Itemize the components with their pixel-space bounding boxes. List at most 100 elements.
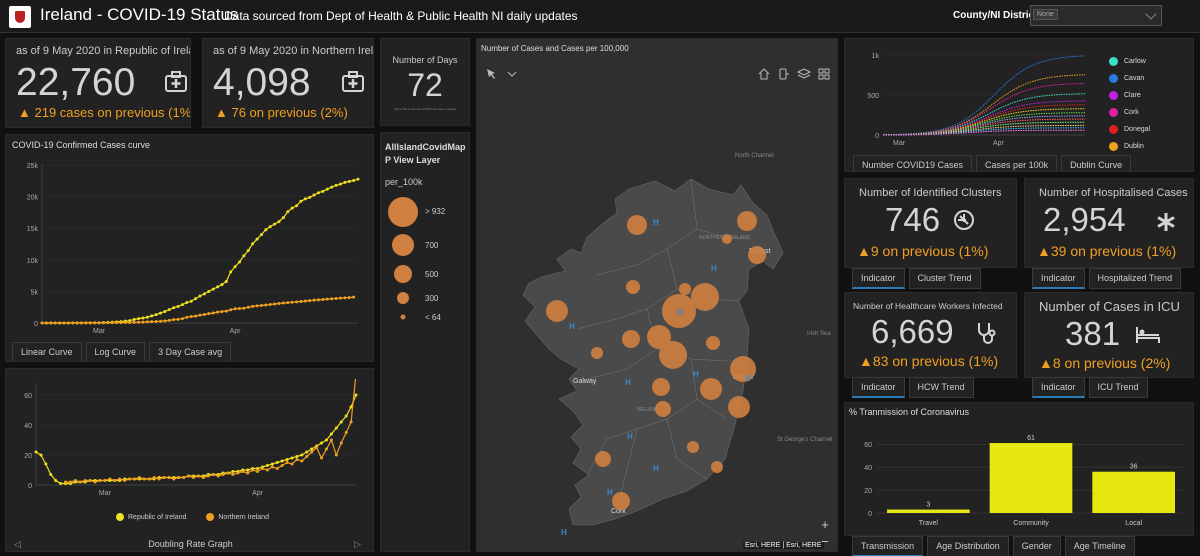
hospitalised-value: 2,954 — [1043, 201, 1126, 238]
data-point — [286, 210, 290, 214]
map-bubble[interactable] — [546, 300, 568, 322]
tab-transmission[interactable]: Transmission — [852, 536, 924, 556]
map-attribution[interactable]: Esri, HERE | Esri, HERE — [743, 542, 824, 549]
map-bubble[interactable] — [612, 492, 630, 510]
data-point — [211, 287, 215, 291]
data-point — [157, 477, 161, 481]
tab-hospitalized-trend[interactable]: Hospitalized Trend — [1088, 268, 1182, 289]
map-bubble[interactable] — [626, 280, 640, 294]
county-legend-item[interactable]: Clare — [1109, 87, 1150, 104]
tab-number-covid19-cases[interactable]: Number COVID19 Cases — [853, 155, 973, 171]
map-bubble[interactable] — [647, 325, 671, 349]
legend-item-ni[interactable]: Northern Ireland — [206, 513, 269, 521]
map-bubble[interactable] — [722, 234, 732, 244]
data-point — [334, 297, 338, 301]
kpi-days-panel: Number of Days 72 Since first confirmed … — [380, 38, 470, 126]
map-bubble[interactable] — [737, 211, 757, 231]
data-point — [324, 438, 328, 442]
county-legend-item[interactable]: Dublin — [1109, 138, 1150, 155]
layers-icon[interactable] — [795, 65, 813, 83]
basemap-gallery-icon[interactable] — [815, 65, 833, 83]
data-point — [132, 320, 136, 324]
tab-gender[interactable]: Gender — [1012, 536, 1061, 556]
map-bubble[interactable] — [659, 341, 687, 369]
map-bubble[interactable] — [728, 396, 750, 418]
data-point — [39, 453, 43, 457]
map-bubble[interactable] — [700, 378, 722, 400]
map-label-north-channel: North Channel — [735, 153, 774, 159]
data-point — [299, 199, 303, 203]
map-bubble[interactable] — [622, 330, 640, 348]
tab-3-day-case-avg[interactable]: 3 Day Case avg — [149, 342, 232, 361]
tab-cluster-trend[interactable]: Cluster Trend — [908, 268, 981, 289]
x-tick-label: Apr — [252, 490, 264, 497]
county-legend-item[interactable]: Cork — [1109, 104, 1150, 121]
tab-indicator[interactable]: Indicator — [1032, 268, 1085, 289]
data-point — [349, 420, 353, 424]
county-legend-dot — [1109, 74, 1118, 83]
icu-delta: ▲8 on previous (2%) — [1039, 355, 1171, 371]
tab-linear-curve[interactable]: Linear Curve — [12, 342, 82, 361]
data-point — [202, 292, 206, 296]
data-point — [68, 480, 72, 484]
map-bubble[interactable] — [595, 451, 611, 467]
map-panel[interactable]: Number of Cases and Cases per 100,000 No… — [476, 38, 838, 552]
data-point — [59, 482, 63, 485]
county-legend-item[interactable]: Cavan — [1109, 70, 1150, 87]
county-select-dropdown[interactable]: None — [1030, 5, 1162, 26]
kpi-roi-caption: as of 9 May 2020 in Republic of Ireland — [16, 45, 191, 57]
data-point — [167, 318, 171, 322]
map-bubble[interactable] — [687, 441, 699, 453]
map-bubble[interactable] — [706, 336, 720, 350]
data-point — [317, 298, 320, 302]
legend-label: < 64 — [425, 313, 441, 322]
medical-bag-icon — [165, 71, 187, 92]
tab-indicator[interactable]: Indicator — [852, 377, 905, 398]
tab-age-timeline[interactable]: Age Timeline — [1064, 536, 1135, 556]
chevron-down-icon[interactable] — [503, 65, 521, 83]
map-bubble[interactable] — [591, 347, 603, 359]
chevron-left-icon[interactable]: ◁ — [14, 539, 21, 549]
tab-dublin-curve[interactable]: Dublin Curve — [1061, 155, 1132, 171]
map-bubble[interactable] — [748, 246, 766, 264]
map-bubble[interactable] — [691, 283, 719, 311]
legend-label-ni: Northern Ireland — [218, 513, 269, 521]
data-point — [265, 464, 269, 467]
select-tool-icon[interactable] — [483, 65, 501, 83]
doubling-title: Doubling Rate Graph — [148, 539, 233, 549]
map-bubble[interactable] — [655, 401, 671, 417]
tab-icu-trend[interactable]: ICU Trend — [1088, 377, 1148, 398]
map-bubble[interactable] — [652, 378, 670, 396]
map-bubble[interactable] — [679, 283, 691, 295]
x-tick-label: Mar — [893, 140, 906, 147]
tab-cases-per-100k[interactable]: Cases per 100k — [976, 155, 1058, 171]
map-case-bubbles[interactable] — [546, 211, 766, 510]
hospital-icon: H — [561, 528, 567, 537]
chevron-right-icon[interactable]: ▷ — [354, 539, 361, 549]
map-bubble[interactable] — [711, 461, 723, 473]
county-legend-item[interactable]: Donegal — [1109, 121, 1150, 138]
data-point — [347, 296, 351, 300]
tab-hcw-trend[interactable]: HCW Trend — [908, 377, 974, 398]
tab-indicator[interactable]: Indicator — [1032, 377, 1085, 398]
legend-dot-roi — [116, 513, 124, 521]
tab-age-distribution[interactable]: Age Distribution — [927, 536, 1009, 556]
county-select-label: County/NI District Select — [953, 10, 1070, 21]
county-legend-item[interactable]: Carlow — [1109, 53, 1150, 70]
map-bubble[interactable] — [730, 356, 756, 382]
legend-list-icon[interactable] — [775, 65, 793, 83]
tab-log-curve[interactable]: Log Curve — [85, 342, 146, 361]
hospital-icon: H — [677, 308, 683, 317]
home-icon[interactable] — [755, 65, 773, 83]
ireland-map[interactable]: North Channel NORTHERN IRELAND Belfast I… — [477, 39, 838, 552]
legend-item-roi[interactable]: Republic of Ireland — [116, 513, 186, 521]
map-bubble[interactable] — [662, 294, 696, 328]
map-bubble[interactable] — [627, 215, 647, 235]
bar-value-label: 3 — [926, 502, 930, 509]
data-point — [84, 321, 88, 325]
data-point — [260, 467, 264, 470]
zoom-out-button[interactable]: − — [821, 534, 829, 549]
zoom-in-button[interactable]: + — [821, 517, 829, 532]
tab-indicator[interactable]: Indicator — [852, 268, 905, 289]
bar-value-label: 61 — [1027, 435, 1035, 442]
